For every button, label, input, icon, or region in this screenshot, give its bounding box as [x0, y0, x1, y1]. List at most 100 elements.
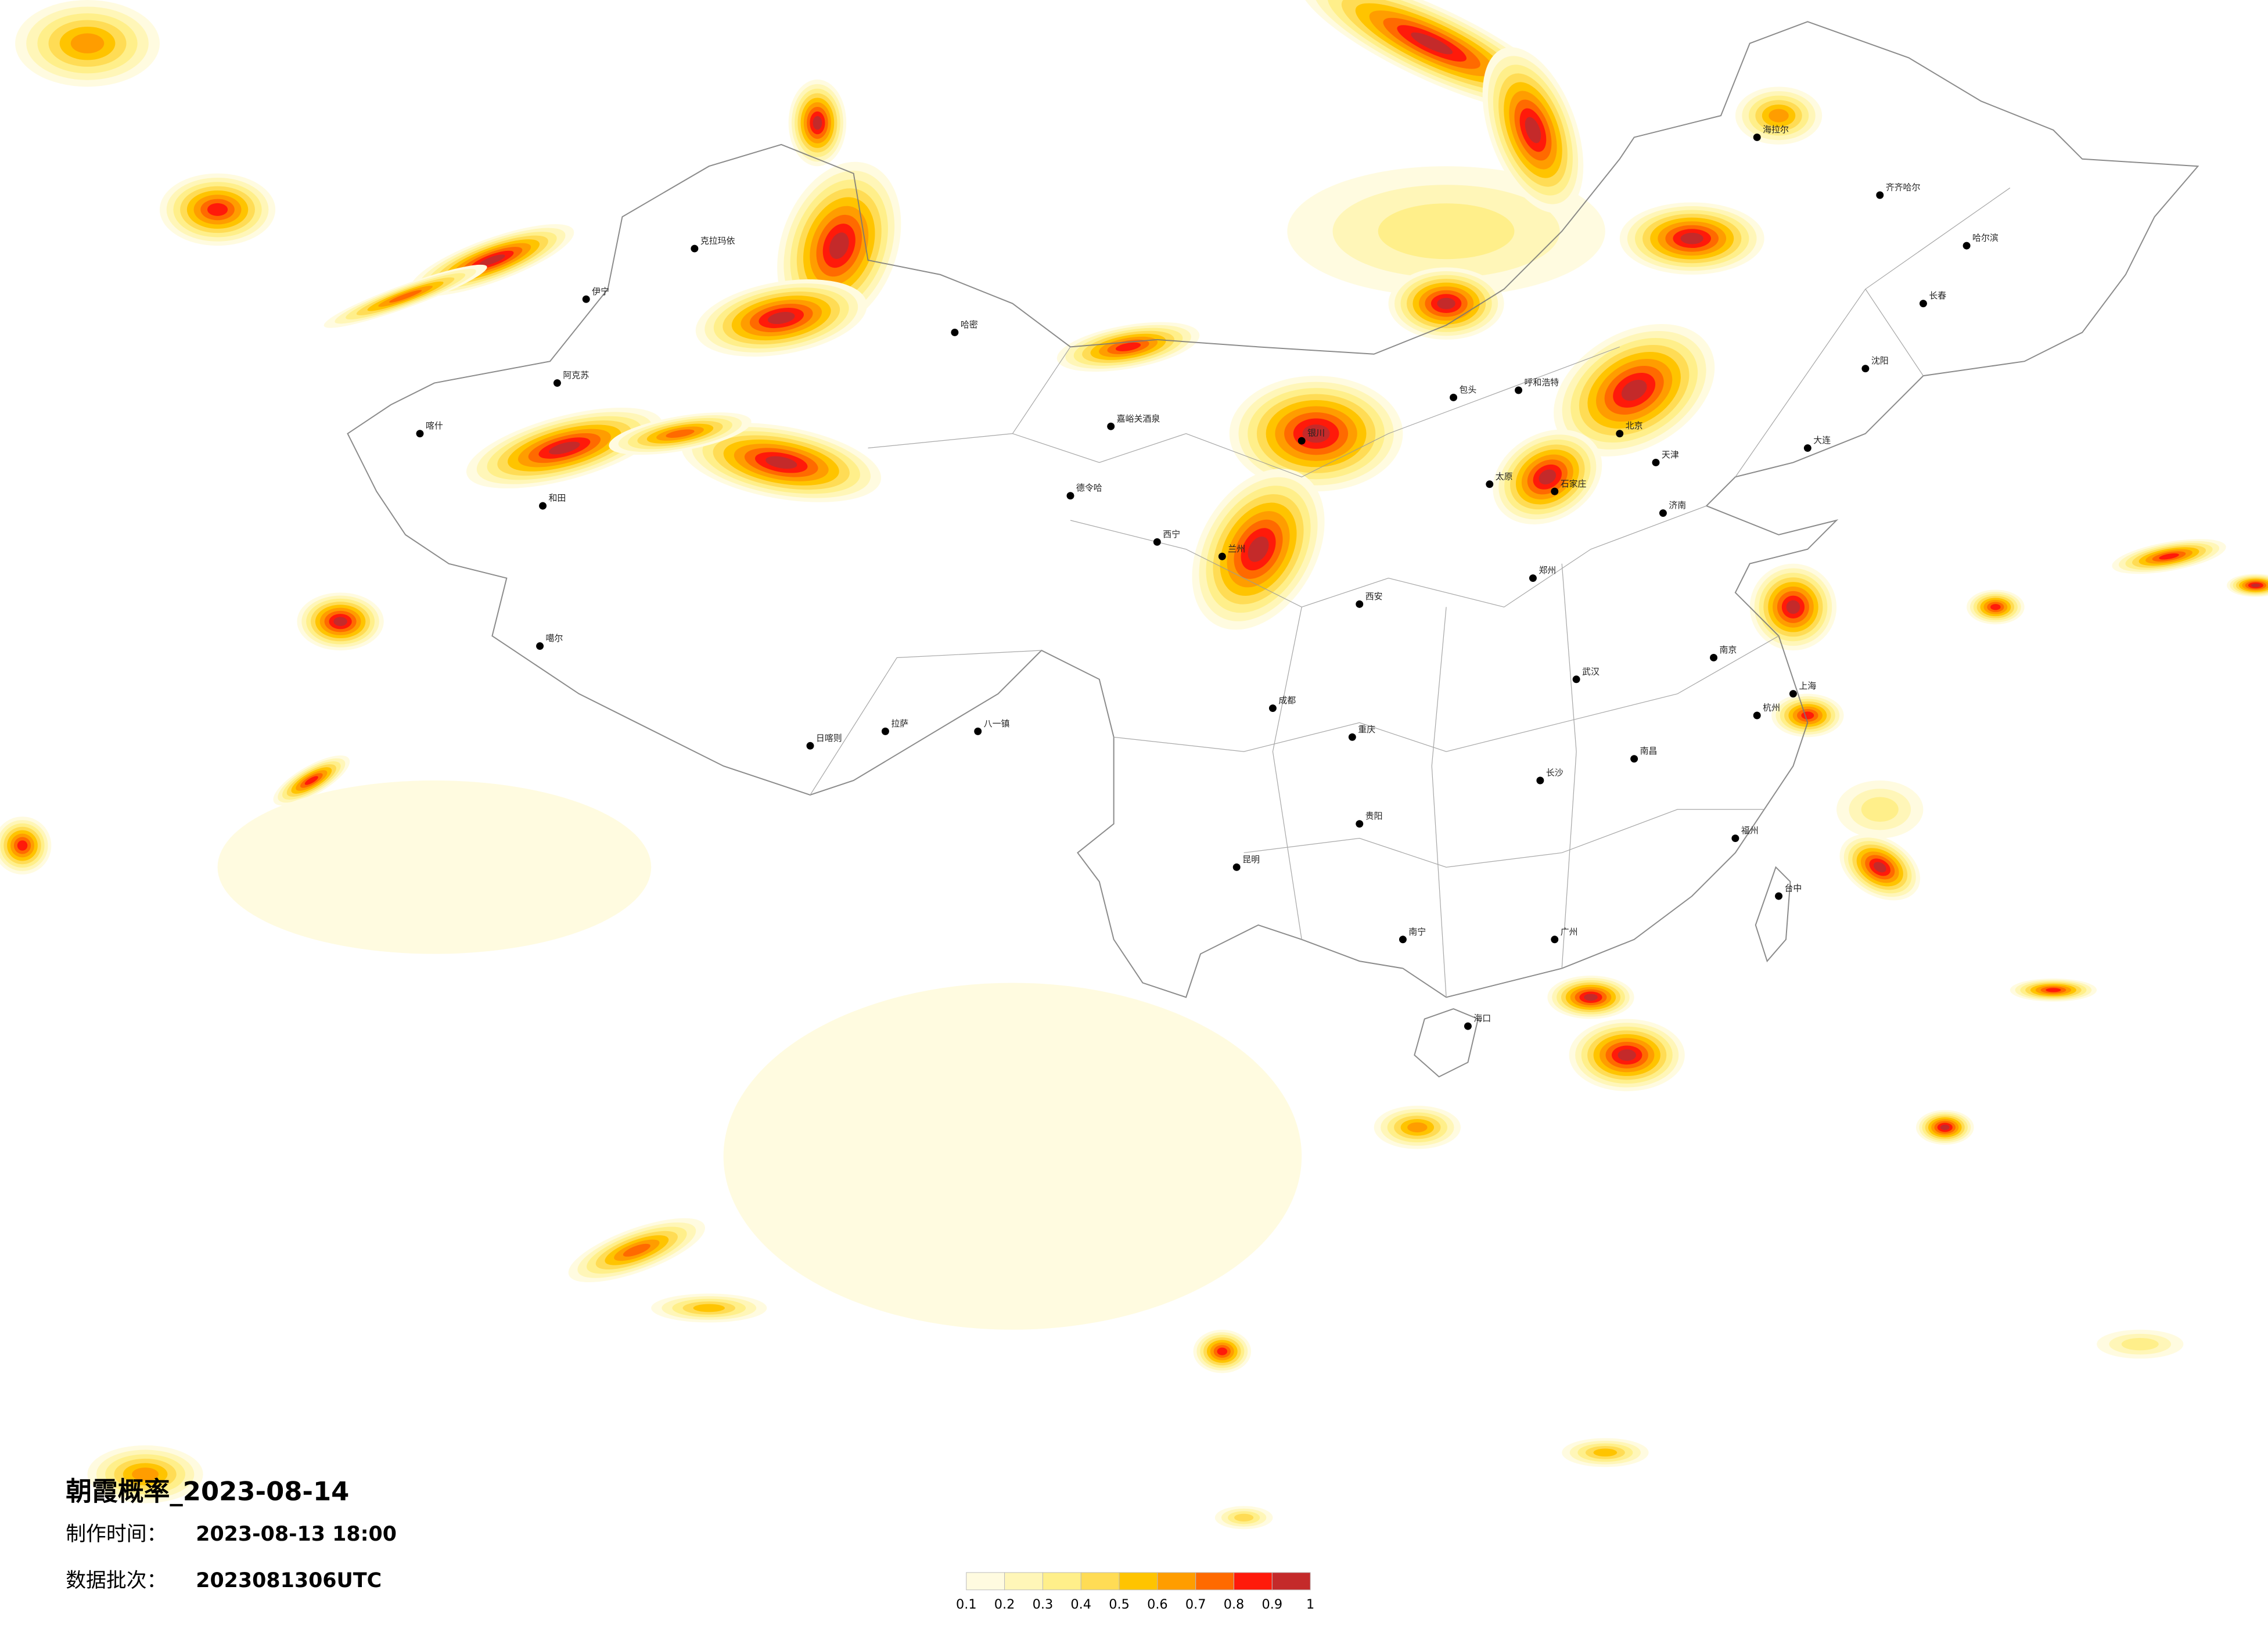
city-name: 喀什: [426, 420, 443, 431]
city-dot: [1486, 480, 1494, 488]
city-name: 昆明: [1242, 854, 1260, 865]
probability-cell: [1217, 1347, 1228, 1355]
city-name: 八一镇: [984, 718, 1010, 729]
probability-cell: [1990, 604, 2001, 610]
city-dot: [1616, 430, 1624, 438]
city-dot: [1753, 133, 1761, 141]
city-dot: [539, 502, 547, 510]
city-dot: [416, 430, 424, 438]
city-dot: [1551, 936, 1559, 944]
production-time-label: 制作时间：: [66, 1523, 167, 1546]
probability-field: [0, 0, 2268, 1530]
city-dot: [1803, 444, 1811, 452]
legend-tick-label: 0.3: [1033, 1597, 1054, 1612]
city-dot: [1731, 834, 1739, 843]
city-dot: [1659, 509, 1667, 517]
city-dot: [1861, 365, 1870, 373]
probability-cell: [333, 617, 347, 627]
probability-cell: [1234, 1513, 1254, 1521]
city-dot: [1153, 538, 1161, 546]
city-name: 南昌: [1640, 746, 1658, 756]
city-name: 日喀则: [816, 733, 842, 743]
legend-swatch: [1234, 1572, 1273, 1591]
city-name: 武汉: [1582, 666, 1600, 677]
city-name: 海口: [1473, 1013, 1491, 1024]
city-dot: [1753, 711, 1761, 720]
legend-swatch: [1042, 1572, 1081, 1591]
legend-tick-label: 0.2: [994, 1597, 1015, 1612]
city-name: 济南: [1669, 500, 1686, 510]
legend-swatch: [1271, 1572, 1311, 1591]
city-dot: [1399, 936, 1407, 944]
city-dot: [1450, 393, 1458, 401]
legend-swatch: [1119, 1572, 1158, 1591]
legend-tick-label: 0.7: [1185, 1597, 1206, 1612]
city-dot: [1232, 863, 1241, 871]
legend-swatch: [1080, 1572, 1120, 1591]
city-name: 伊宁: [592, 286, 609, 297]
city-name: 兰州: [1228, 544, 1245, 554]
city-dot: [536, 642, 544, 650]
city-dot: [1630, 755, 1638, 763]
probability-cell: [1115, 342, 1141, 351]
legend-swatch: [966, 1572, 1005, 1591]
probability-cell: [693, 1304, 725, 1312]
city-name: 福州: [1741, 825, 1759, 836]
city-name: 和田: [549, 493, 566, 503]
city-name: 拉萨: [891, 718, 908, 729]
city-name: 广州: [1561, 926, 1578, 937]
probability-cell: [1378, 203, 1515, 260]
city-name: 沈阳: [1871, 355, 1889, 366]
city-name: 成都: [1278, 695, 1296, 706]
probability-cell: [1437, 297, 1455, 310]
city-name: 杭州: [1763, 703, 1780, 713]
city-name: 长春: [1929, 290, 1946, 301]
city-dot: [1356, 600, 1364, 608]
probability-cell: [1873, 862, 1886, 873]
city-name: 南宁: [1408, 926, 1426, 937]
probability-cell: [623, 1243, 650, 1257]
city-name: 重庆: [1358, 724, 1375, 735]
city-dot: [951, 328, 959, 336]
probability-cell: [304, 776, 318, 785]
city-dot: [1536, 776, 1544, 785]
city-dot: [582, 295, 590, 303]
data-batch-label: 数据批次：: [66, 1569, 167, 1592]
legend-tick-label: 0.9: [1262, 1597, 1283, 1612]
legend-tick-label: 0.6: [1147, 1597, 1168, 1612]
city-dot: [1572, 675, 1580, 684]
city-dot: [1789, 690, 1797, 698]
probability-cell: [389, 290, 422, 303]
probability-cell: [1940, 1124, 1950, 1131]
city-name: 呼和浩特: [1525, 377, 1559, 388]
legend-tick-label: 0.8: [1224, 1597, 1245, 1612]
probability-cell: [207, 203, 228, 216]
city-name: 阿克苏: [563, 370, 589, 380]
probability-cell: [2251, 583, 2260, 588]
probability-cell: [2159, 553, 2179, 560]
city-name: 德令哈: [1076, 483, 1102, 493]
city-dot: [1066, 492, 1074, 500]
city-dot: [1551, 487, 1559, 495]
city-name: 南京: [1720, 645, 1737, 655]
legend-tick-label: 0.1: [956, 1597, 977, 1612]
probability-cell: [1302, 424, 1330, 443]
city-name: 哈尔滨: [1972, 233, 1999, 243]
city-name: 北京: [1626, 420, 1643, 431]
city-name: 天津: [1662, 449, 1679, 460]
production-time-value: 2023-08-13 18:00: [196, 1523, 397, 1546]
city-dot: [806, 742, 814, 750]
city-dot: [1963, 242, 1971, 250]
city-dot: [691, 244, 699, 253]
probability-cell: [1680, 232, 1703, 244]
probability-cell: [70, 33, 105, 53]
probability-cell: [217, 780, 652, 954]
city-name: 大连: [1813, 435, 1831, 445]
probability-cell: [1584, 994, 1598, 1001]
legend: 0.1 0.2 0.3 0.4 0.5 0.6 0.7 0.8 0.9 1: [956, 1572, 1314, 1612]
probability-cell: [479, 254, 505, 266]
probability-cell: [1539, 469, 1557, 485]
legend-swatch: [1195, 1572, 1235, 1591]
probability-cell: [2046, 988, 2061, 992]
